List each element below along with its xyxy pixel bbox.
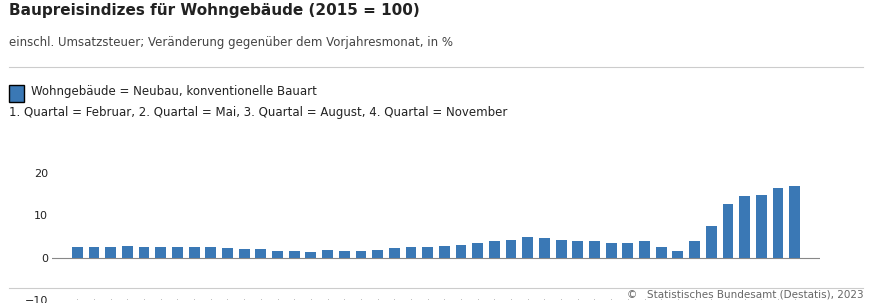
Bar — [188, 247, 200, 258]
Bar — [672, 251, 684, 258]
Bar — [789, 186, 800, 258]
Bar — [773, 188, 783, 258]
Bar — [473, 243, 483, 258]
Bar — [705, 226, 717, 258]
Bar — [756, 195, 766, 258]
Bar — [522, 237, 533, 258]
Bar — [305, 252, 317, 258]
Text: ©   Statistisches Bundesamt (Destatis), 2023: © Statistisches Bundesamt (Destatis), 20… — [627, 290, 863, 300]
Text: einschl. Umsatzsteuer; Veränderung gegenüber dem Vorjahresmonat, in %: einschl. Umsatzsteuer; Veränderung gegen… — [9, 36, 453, 49]
Bar — [222, 248, 233, 258]
Bar — [589, 241, 600, 258]
Bar — [439, 246, 450, 258]
Bar — [72, 247, 83, 258]
Bar — [489, 241, 500, 258]
Bar — [689, 241, 700, 258]
Bar — [555, 240, 567, 258]
Bar — [172, 247, 183, 258]
Bar — [339, 251, 350, 258]
Bar — [239, 249, 249, 258]
Bar — [389, 248, 399, 258]
Bar — [155, 247, 167, 258]
Text: Baupreisindizes für Wohngebäude (2015 = 100): Baupreisindizes für Wohngebäude (2015 = … — [9, 3, 419, 18]
Bar — [739, 196, 750, 258]
Bar — [639, 241, 650, 258]
Bar — [89, 247, 99, 258]
Bar — [106, 247, 116, 258]
Bar — [206, 247, 216, 258]
Bar — [455, 245, 467, 258]
Bar — [122, 246, 133, 258]
Bar — [506, 240, 516, 258]
Bar — [606, 243, 617, 258]
Bar — [255, 249, 266, 258]
Bar — [422, 247, 433, 258]
Bar — [405, 247, 417, 258]
Bar — [289, 251, 300, 258]
Bar — [322, 250, 333, 258]
Bar — [539, 238, 550, 258]
Bar — [723, 204, 733, 258]
Bar — [656, 247, 666, 258]
Bar — [272, 251, 283, 258]
Bar — [372, 250, 383, 258]
Text: 1. Quartal = Februar, 2. Quartal = Mai, 3. Quartal = August, 4. Quartal = Novemb: 1. Quartal = Februar, 2. Quartal = Mai, … — [9, 106, 508, 119]
Bar — [356, 251, 366, 258]
Bar — [623, 243, 633, 258]
Text: Wohngebäude = Neubau, konventionelle Bauart: Wohngebäude = Neubau, konventionelle Bau… — [31, 85, 317, 98]
Bar — [139, 247, 149, 258]
Bar — [572, 241, 583, 258]
